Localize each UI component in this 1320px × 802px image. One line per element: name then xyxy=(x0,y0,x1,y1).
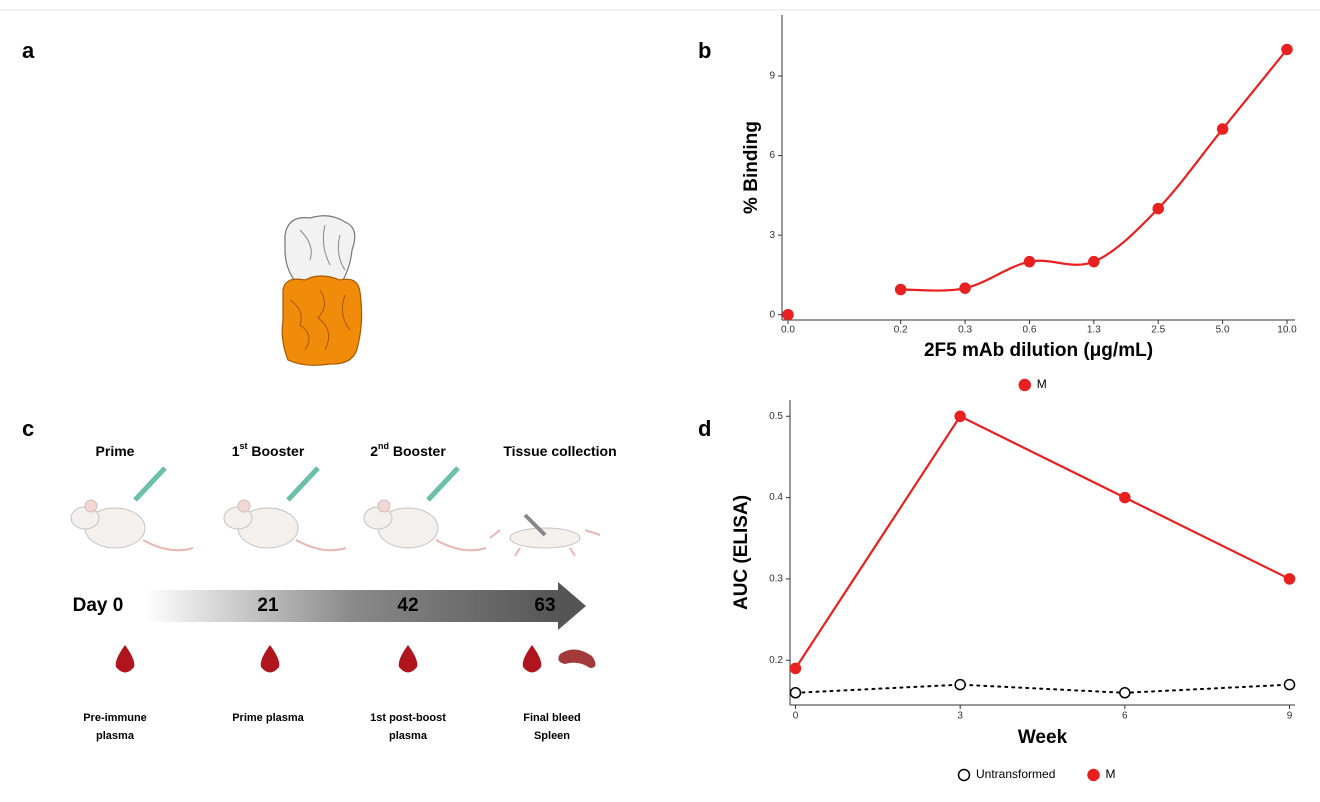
x-axis-label: Week xyxy=(1018,727,1068,748)
data-point xyxy=(954,410,966,423)
data-point xyxy=(782,308,794,321)
x-tick-label: 0.6 xyxy=(1022,325,1036,336)
data-point xyxy=(1216,123,1229,135)
mouse-ear xyxy=(84,499,98,513)
stage-sup: nd xyxy=(378,441,389,451)
mouse-tail xyxy=(142,539,194,552)
stage-sup: st xyxy=(239,441,247,451)
legend-label: M xyxy=(1037,377,1047,391)
x-tick-label: 1.3 xyxy=(1087,325,1101,336)
day-label: 63 xyxy=(534,595,555,616)
x-tick-label: 0.0 xyxy=(781,325,795,336)
sample-label: Prime plasma xyxy=(232,712,304,724)
sample-label: 1st post-boost xyxy=(370,712,446,724)
syringe xyxy=(286,466,320,502)
mouse-ear xyxy=(377,499,391,513)
x-tick-label: 0.3 xyxy=(958,325,972,336)
data-point xyxy=(789,662,802,675)
blood-drop xyxy=(398,645,418,673)
panel-label: c xyxy=(22,416,34,441)
x-tick-label: 2.5 xyxy=(1151,325,1165,336)
data-point xyxy=(1088,255,1100,268)
x-tick-label: 9 xyxy=(1287,711,1293,722)
data-point xyxy=(1283,678,1296,691)
spleen xyxy=(558,649,596,668)
stage-tail: Booster xyxy=(248,443,305,459)
mouse-tail xyxy=(435,539,487,552)
data-point xyxy=(1119,687,1131,699)
x-axis-label: 2F5 mAb dilution (μg/mL) xyxy=(924,340,1153,361)
stage-label: Tissue collection xyxy=(503,443,616,459)
day-label: Day 0 xyxy=(73,595,124,616)
data-point xyxy=(1023,255,1036,268)
x-tick-label: 0.2 xyxy=(894,325,908,336)
day-label: 21 xyxy=(257,595,279,616)
panel-label: d xyxy=(698,416,711,441)
mouse-tail xyxy=(295,539,347,552)
y-tick-label: 9 xyxy=(769,71,775,82)
blood-drop xyxy=(260,645,280,673)
legend-marker xyxy=(1087,768,1100,782)
protein-structure xyxy=(281,215,363,366)
y-tick-label: 6 xyxy=(769,150,775,161)
scalpel xyxy=(523,513,547,537)
y-tick-label: 0.3 xyxy=(769,574,783,585)
panel-label: b xyxy=(698,38,711,63)
data-point xyxy=(789,687,802,699)
fit-curve xyxy=(900,48,1288,292)
legend-marker xyxy=(1018,378,1031,392)
legend-marker xyxy=(957,768,971,782)
data-point xyxy=(954,678,966,691)
mice xyxy=(70,466,601,557)
stage-tail: Booster xyxy=(389,443,446,459)
stage-text: Tissue collection xyxy=(503,443,616,459)
x-tick-label: 3 xyxy=(957,711,963,722)
y-tick-label: 3 xyxy=(769,230,775,241)
y-axis-label: % Binding xyxy=(741,121,762,214)
panel-label: a xyxy=(22,38,35,63)
data-point xyxy=(894,283,907,296)
sample-label: Spleen xyxy=(534,730,570,742)
y-tick-label: 0.2 xyxy=(769,655,783,666)
mouse-limbs xyxy=(489,529,601,557)
x-tick-label: 0 xyxy=(793,711,799,722)
sample-label: plasma xyxy=(96,730,135,742)
data-point xyxy=(1283,573,1296,585)
stage-label: 1st Booster xyxy=(232,441,305,458)
data-point xyxy=(1119,491,1131,504)
y-tick-label: 0.4 xyxy=(769,492,783,503)
day-label: 42 xyxy=(397,595,418,616)
syringe xyxy=(133,466,167,502)
x-tick-label: 10.0 xyxy=(1277,325,1297,336)
sample-label: Final bleed xyxy=(523,712,580,724)
timeline-arrow xyxy=(145,582,586,630)
series-line xyxy=(794,414,1291,670)
mouse-dissected xyxy=(509,527,581,549)
blood-drop xyxy=(115,645,135,673)
data-point xyxy=(1152,202,1164,215)
x-tick-label: 5.0 xyxy=(1216,325,1230,336)
blood-drop xyxy=(522,645,542,673)
y-tick-label: 0.5 xyxy=(769,411,783,422)
stage-text: Prime xyxy=(96,443,135,459)
legend-label: Untransformed xyxy=(976,767,1055,781)
mouse-ear xyxy=(237,499,251,513)
legend-label: M xyxy=(1106,767,1116,781)
data-point xyxy=(1281,43,1293,56)
syringe xyxy=(426,466,460,502)
stage-label: 2nd Booster xyxy=(370,441,446,458)
stage-text: 1 xyxy=(232,443,240,459)
data-point xyxy=(959,282,971,294)
x-tick-label: 6 xyxy=(1122,711,1128,722)
stage-label: Prime xyxy=(96,443,135,459)
y-tick-label: 0 xyxy=(769,309,775,320)
y-axis-label: AUC (ELISA) xyxy=(731,495,752,610)
stage-text: 2 xyxy=(370,443,378,459)
sample-label: Pre-immune xyxy=(83,712,147,724)
series-line xyxy=(794,683,1291,694)
sample-label: plasma xyxy=(389,730,428,742)
